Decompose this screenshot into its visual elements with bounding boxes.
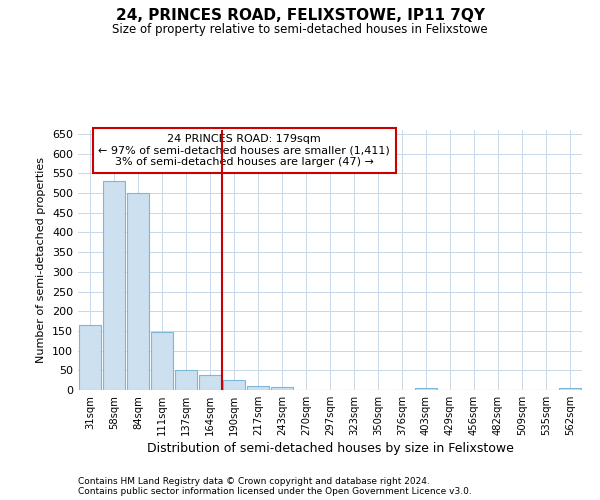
Bar: [223, 380, 245, 390]
Bar: [247, 386, 269, 390]
Bar: [415, 388, 437, 390]
Bar: [559, 388, 581, 390]
Text: Contains public sector information licensed under the Open Government Licence v3: Contains public sector information licen…: [78, 488, 472, 496]
Y-axis label: Number of semi-detached properties: Number of semi-detached properties: [37, 157, 46, 363]
Bar: [199, 375, 221, 390]
Text: Contains HM Land Registry data © Crown copyright and database right 2024.: Contains HM Land Registry data © Crown c…: [78, 478, 430, 486]
Text: Size of property relative to semi-detached houses in Felixstowe: Size of property relative to semi-detach…: [112, 22, 488, 36]
Text: 24 PRINCES ROAD: 179sqm
← 97% of semi-detached houses are smaller (1,411)
3% of : 24 PRINCES ROAD: 179sqm ← 97% of semi-de…: [98, 134, 390, 167]
X-axis label: Distribution of semi-detached houses by size in Felixstowe: Distribution of semi-detached houses by …: [146, 442, 514, 455]
Bar: [103, 181, 125, 390]
Text: 24, PRINCES ROAD, FELIXSTOWE, IP11 7QY: 24, PRINCES ROAD, FELIXSTOWE, IP11 7QY: [115, 8, 485, 22]
Bar: [79, 325, 101, 390]
Bar: [151, 332, 173, 390]
Bar: [175, 370, 197, 390]
Bar: [127, 193, 149, 390]
Bar: [271, 387, 293, 390]
